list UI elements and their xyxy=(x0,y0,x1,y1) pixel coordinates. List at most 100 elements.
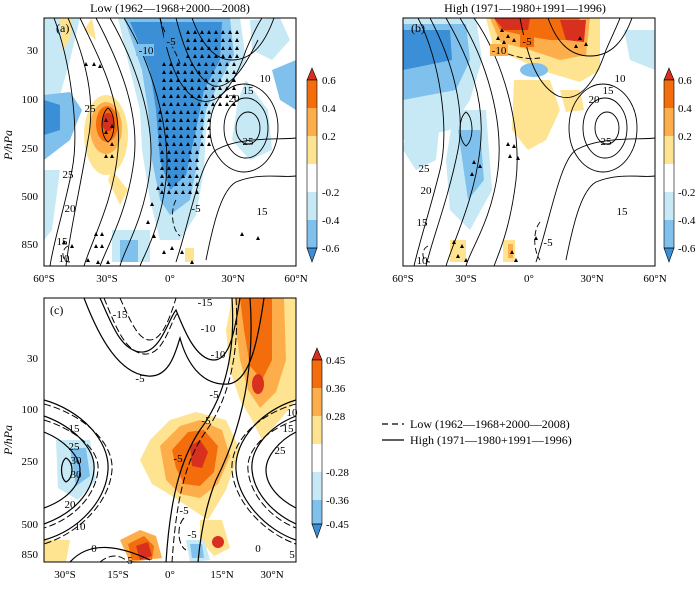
panel-a-title: Low (1962—1968+2000—2008) xyxy=(90,1,250,15)
significance-mark xyxy=(190,70,194,74)
panel-c-y-ticks: 30 100 250 500 850 xyxy=(22,353,39,561)
contour-label: 10 xyxy=(615,73,627,85)
colorbar-tick: 0.45 xyxy=(326,355,346,367)
contour-label: 20 xyxy=(229,93,241,105)
significance-mark xyxy=(235,38,239,42)
significance-mark xyxy=(165,142,169,146)
significance-mark xyxy=(207,46,211,50)
x-tick: 30°S xyxy=(455,273,477,285)
colorbar-tick: 0.2 xyxy=(678,131,692,143)
contour-label: 0 xyxy=(91,543,97,555)
significance-mark xyxy=(176,94,180,98)
significance-mark xyxy=(200,118,204,122)
significance-mark xyxy=(204,94,208,98)
significance-mark xyxy=(218,78,222,82)
contour-label: 15 xyxy=(257,206,269,218)
panel-b-field xyxy=(403,18,655,266)
contour-label: 5 xyxy=(289,549,295,561)
significance-mark xyxy=(235,30,239,34)
contour-label: -5 xyxy=(187,529,197,541)
significance-mark xyxy=(179,134,183,138)
significance-mark xyxy=(211,94,215,98)
significance-mark xyxy=(200,134,204,138)
significance-mark xyxy=(172,126,176,130)
significance-mark xyxy=(204,102,208,106)
significance-mark xyxy=(211,86,215,90)
significance-mark xyxy=(167,190,171,194)
significance-mark xyxy=(193,134,197,138)
significance-mark xyxy=(186,134,190,138)
contour-label: -10 xyxy=(201,323,216,335)
significance-mark xyxy=(197,94,201,98)
significance-mark xyxy=(225,102,229,106)
significance-mark xyxy=(169,70,173,74)
significance-mark xyxy=(165,110,169,114)
contour-label: -5 xyxy=(191,203,201,215)
significance-mark xyxy=(211,70,215,74)
contour-label: 15 xyxy=(617,206,629,218)
significance-mark xyxy=(195,190,199,194)
contour-label: -5 xyxy=(522,36,532,48)
y-tick: 850 xyxy=(22,549,39,561)
colorbar-tick: -0.28 xyxy=(326,467,349,479)
colorbar-tick: -0.4 xyxy=(678,215,696,227)
significance-mark xyxy=(232,70,236,74)
significance-mark xyxy=(214,38,218,42)
significance-mark xyxy=(195,150,199,154)
significance-mark xyxy=(174,174,178,178)
colorbar-tick: 0.2 xyxy=(322,131,336,143)
contour-label: -10 xyxy=(492,45,507,57)
significance-mark xyxy=(197,102,201,106)
significance-mark xyxy=(218,86,222,90)
significance-mark xyxy=(174,166,178,170)
y-tick: 500 xyxy=(22,519,39,531)
panel-b-colorbar: 0.6 0.4 0.2 -0.2 -0.4 -0.6 xyxy=(663,67,696,263)
significance-mark xyxy=(172,118,176,122)
significance-mark xyxy=(207,142,211,146)
significance-mark xyxy=(181,182,185,186)
significance-mark xyxy=(200,38,204,42)
significance-mark xyxy=(186,30,190,34)
significance-mark xyxy=(232,86,236,90)
legend-dashed-label: Low (1962—1968+2000—2008) xyxy=(410,417,570,431)
colorbar-tick: -0.2 xyxy=(678,187,695,199)
significance-mark xyxy=(204,62,208,66)
significance-mark xyxy=(188,150,192,154)
significance-mark xyxy=(179,142,183,146)
x-tick: 0° xyxy=(165,569,175,581)
panel-b-title: High (1971—1980+1991—1996) xyxy=(444,1,606,15)
significance-mark xyxy=(190,86,194,90)
colorbar-tick: -0.2 xyxy=(322,187,339,199)
x-tick: 30°N xyxy=(221,273,244,285)
significance-mark xyxy=(179,118,183,122)
significance-mark xyxy=(158,134,162,138)
panel-b: High (1971—1980+1991—1996) xyxy=(392,1,696,285)
significance-mark xyxy=(179,110,183,114)
significance-mark xyxy=(174,150,178,154)
contour-label: 30 xyxy=(71,455,83,467)
x-tick: 60°S xyxy=(33,273,55,285)
significance-mark xyxy=(165,118,169,122)
significance-mark xyxy=(232,102,236,106)
legend: Low (1962—1968+2000—2008) High (1971—198… xyxy=(382,417,572,447)
significance-mark xyxy=(228,54,232,58)
significance-mark xyxy=(174,182,178,186)
significance-mark xyxy=(172,142,176,146)
significance-mark xyxy=(174,190,178,194)
panel-a-y-ticks: 30 100 250 500 850 xyxy=(22,45,39,251)
significance-mark xyxy=(158,110,162,114)
contour-label: 25 xyxy=(85,103,97,115)
significance-mark xyxy=(167,166,171,170)
panel-c-colorbar: 0.45 0.36 0.28 -0.28 -0.36 -0.45 xyxy=(311,347,349,539)
significance-mark xyxy=(181,174,185,178)
contour-label: -10 xyxy=(211,349,226,361)
significance-mark xyxy=(158,126,162,130)
panel-a-ylabel: P/hPa xyxy=(1,130,15,161)
contour-label: 20 xyxy=(65,203,77,215)
significance-mark xyxy=(165,126,169,130)
significance-mark xyxy=(176,78,180,82)
y-tick: 100 xyxy=(22,94,39,106)
contour-label: -5 xyxy=(179,505,189,517)
panel-b-x-ticks: 60°S 30°S 0° 30°N 60°N xyxy=(392,273,666,285)
significance-mark xyxy=(195,182,199,186)
